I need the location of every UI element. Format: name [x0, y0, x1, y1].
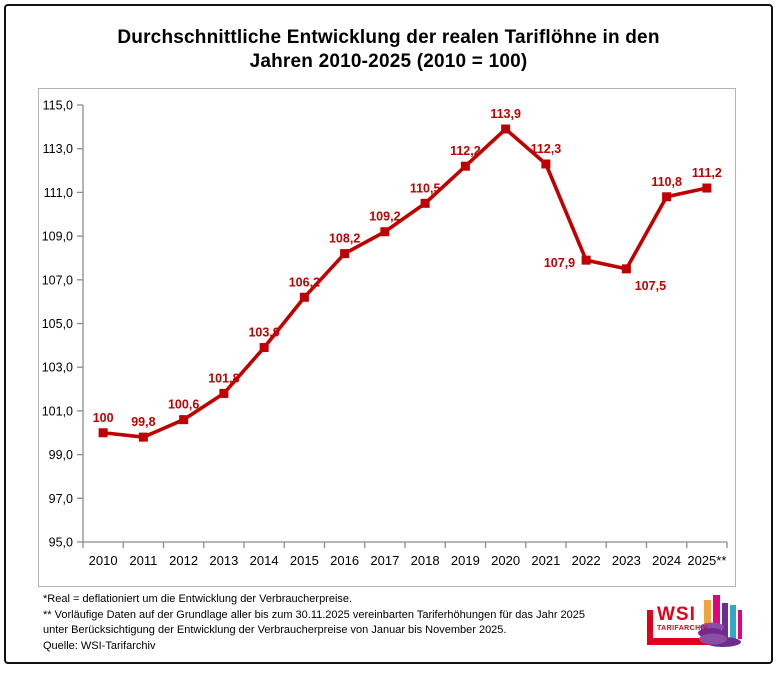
- footnote-real-definition: *Real = deflationiert um die Entwicklung…: [43, 593, 353, 605]
- chart-title-line2: Jahren 2010-2025 (2010 = 100): [249, 51, 528, 72]
- data-point-label: 103,9: [248, 326, 279, 340]
- logo-bar-orange: [704, 600, 711, 639]
- data-point-marker: [662, 192, 672, 202]
- logo-wordmark: WSI: [657, 604, 696, 625]
- data-point-label: 112,2: [450, 144, 481, 158]
- data-point-label: 110,5: [410, 181, 441, 195]
- logo-subtitle: TARIFARCHIV: [657, 625, 708, 632]
- data-point-label: 100: [93, 411, 114, 425]
- x-tick-label: 2019: [451, 553, 480, 568]
- logo-bar-teal: [730, 605, 736, 639]
- logo-bar-magenta: [713, 595, 720, 639]
- logo-bar-magenta-small: [738, 610, 742, 639]
- y-tick-label: 113,0: [43, 142, 73, 156]
- logo-l-horizontal: [647, 638, 735, 645]
- x-tick-label: 2017: [370, 553, 399, 568]
- data-point-marker: [581, 255, 591, 265]
- x-tick-label: 2011: [129, 553, 157, 568]
- series-line: [102, 126, 708, 439]
- y-tick-label: 95,0: [49, 536, 73, 550]
- footnote-preliminary-line2: unter Berücksichtigung der Entwicklung d…: [43, 624, 507, 636]
- data-point-marker: [179, 415, 189, 425]
- data-point-marker: [541, 159, 551, 169]
- x-tick-label: 2018: [411, 553, 440, 568]
- data-point-label: 111,2: [692, 166, 722, 180]
- y-tick-label: 107,0: [42, 273, 73, 287]
- x-tick-label: 2014: [250, 553, 279, 568]
- x-tick-label: 2024: [652, 553, 681, 568]
- figure-frame: Durchschnittliche Entwicklung der realen…: [4, 4, 773, 664]
- plot-area: 95,0 97,0 99,0 101,0 103,0 105,0 107,0 109,0 111…: [38, 88, 736, 587]
- x-tick-label: 2015: [290, 553, 319, 568]
- data-point-marker: [98, 428, 108, 438]
- data-point-marker: [138, 432, 148, 442]
- chart-title: Durchschnittliche Entwicklung der realen…: [6, 26, 771, 74]
- y-tick-label: 99,0: [49, 448, 73, 462]
- footnotes: *Real = deflationiert um die Entwicklung…: [43, 592, 623, 654]
- wsi-logo-graphic: WSI TARIFARCHIV: [647, 595, 742, 647]
- data-point-label: 100,6: [168, 398, 199, 412]
- data-point-label: 106,2: [289, 275, 320, 289]
- data-point-marker: [219, 388, 229, 398]
- x-tick-label: 2016: [330, 553, 359, 568]
- y-tick-label: 115,0: [43, 99, 73, 113]
- logo-l-vertical: [647, 610, 653, 645]
- data-point-label: 107,9: [544, 256, 575, 270]
- data-point-label: 112,3: [531, 142, 562, 156]
- y-tick-label: 105,0: [42, 317, 73, 331]
- data-point-marker: [420, 198, 430, 208]
- data-point-label: 109,2: [369, 210, 400, 224]
- y-tick-label: 111,0: [44, 186, 73, 200]
- data-point-label: 110,8: [651, 175, 682, 189]
- y-tick-label: 109,0: [42, 230, 73, 244]
- wsi-tarifarchiv-logo: WSI TARIFARCHIV: [645, 594, 747, 658]
- x-tick-label: 2023: [612, 553, 641, 568]
- data-point-label: 101,8: [208, 371, 239, 385]
- data-point-marker: [380, 227, 390, 237]
- y-tick-label: 101,0: [42, 404, 73, 418]
- data-point-label: 107,5: [635, 279, 666, 293]
- data-point-label: 113,9: [490, 107, 521, 121]
- x-tick-label: 2010: [89, 553, 118, 568]
- chart-title-line1: Durchschnittliche Entwicklung der realen…: [117, 27, 660, 48]
- footnote-source: Quelle: WSI-Tarifarchiv: [43, 639, 156, 652]
- data-point-label: 108,2: [329, 232, 360, 246]
- x-tick-label: 2013: [209, 553, 238, 568]
- y-tick-label: 97,0: [49, 492, 73, 506]
- logo-bar-purple: [722, 603, 728, 639]
- x-tick-label: 2012: [169, 553, 198, 568]
- data-point-marker: [501, 124, 511, 134]
- line-chart: 95,0 97,0 99,0 101,0 103,0 105,0 107,0 109,0 111…: [42, 99, 728, 568]
- data-point-marker: [702, 183, 712, 193]
- data-point-label: 99,8: [131, 415, 155, 429]
- footnote-preliminary-line1: ** Vorläufige Daten auf der Grundlage al…: [43, 608, 586, 621]
- data-point-marker: [299, 292, 309, 302]
- data-point-marker: [460, 161, 470, 171]
- data-point-marker: [259, 343, 269, 353]
- y-tick-label: 103,0: [42, 361, 73, 375]
- data-point-marker: [340, 249, 350, 259]
- data-point-marker: [621, 264, 631, 274]
- x-tick-label: 2025**: [687, 553, 726, 568]
- x-tick-label: 2020: [491, 553, 520, 568]
- x-tick-label: 2022: [572, 553, 601, 568]
- x-tick-label: 2021: [531, 553, 560, 568]
- logo-coin-bottom: [699, 633, 727, 645]
